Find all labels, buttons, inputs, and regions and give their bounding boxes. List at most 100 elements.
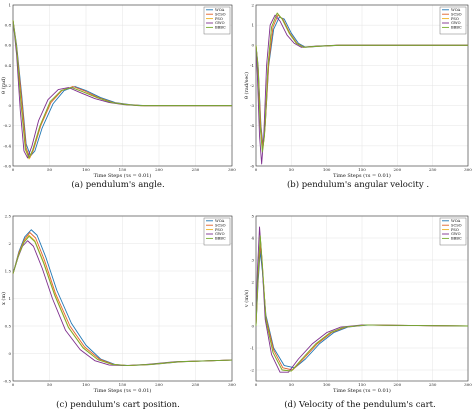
y-tick-label: 2 <box>251 2 254 7</box>
legend-label: WOA <box>451 8 461 12</box>
legend-label: PSO <box>215 228 223 232</box>
series-line-bbbc <box>255 12 468 153</box>
figure-caption: (b) pendulum's angular velocity . <box>287 179 429 190</box>
x-tick-label: 300 <box>464 382 472 387</box>
y-tick-label: -3 <box>250 103 254 108</box>
y-tick-label: 2 <box>8 241 11 246</box>
y-tick-label: -6 <box>250 163 254 168</box>
y-tick-label: -0.5 <box>3 378 11 383</box>
legend-label: BBBC <box>451 237 462 241</box>
y-tick-label: -5 <box>250 143 254 148</box>
legend-box <box>439 6 467 35</box>
y-tick-label: -2 <box>250 367 254 372</box>
legend-label: PSO <box>451 228 459 232</box>
legend-box <box>203 6 231 35</box>
y-tick-label: -0.4 <box>3 143 11 148</box>
legend-box <box>203 217 231 246</box>
y-tick-label: 2.5 <box>5 213 12 218</box>
x-tick-label: 150 <box>119 167 127 172</box>
chart-panel-4: 0 50 100 150 200 250 300 -2 -1 0 1 2 3 4 5 Time Steps (… <box>243 213 472 410</box>
x-tick-label: 100 <box>82 167 90 172</box>
x-axis-label: Time Steps (τs = 0.01) <box>333 387 391 394</box>
legend-label: WOA <box>215 8 225 12</box>
x-tick-label: 50 <box>47 167 53 172</box>
x-tick-label: 150 <box>358 167 366 172</box>
legend-label: GWO <box>451 232 461 236</box>
legend-label: GWO <box>215 21 225 25</box>
y-axis-label: θ (rad) <box>0 77 7 94</box>
axes-frame <box>12 4 233 167</box>
legend-label: SCSO <box>215 223 226 227</box>
x-tick-label: 100 <box>323 382 331 387</box>
y-tick-label: 5 <box>251 213 254 218</box>
legend-label: PSO <box>451 17 459 21</box>
x-axis-label: Time Steps (τs = 0.01) <box>94 387 152 394</box>
legend-label: WOA <box>451 219 461 223</box>
chart-panel-2: 0 50 100 150 200 250 300 -6 -5 -4 -3 -2 -1 0 1 2 Time St… <box>243 2 472 190</box>
legend-label: BBBC <box>215 237 226 241</box>
legend-label: BBBC <box>215 26 226 30</box>
x-tick-label: 250 <box>429 382 437 387</box>
x-axis-label: Time Steps (τs = 0.01) <box>94 172 152 179</box>
legend-label: BBBC <box>451 26 462 30</box>
x-tick-label: 250 <box>192 382 200 387</box>
x-tick-label: 200 <box>394 382 402 387</box>
x-tick-label: 100 <box>323 167 331 172</box>
x-tick-label: 300 <box>228 382 236 387</box>
figure-caption: (d) Velocity of the pendulum's cart. <box>284 399 436 410</box>
x-tick-label: 250 <box>192 167 200 172</box>
legend-label: SCSO <box>451 223 462 227</box>
x-tick-label: 150 <box>358 382 366 387</box>
legend-label: GWO <box>215 232 225 236</box>
y-tick-label: 0.8 <box>5 23 12 28</box>
y-tick-label: 0.4 <box>5 63 12 68</box>
x-tick-label: 50 <box>289 382 295 387</box>
y-tick-label: 2 <box>251 279 254 284</box>
figure-caption: (c) pendulum's cart position. <box>56 399 180 410</box>
x-tick-label: 300 <box>464 167 472 172</box>
x-tick-label: 50 <box>289 167 295 172</box>
x-tick-label: 300 <box>228 167 236 172</box>
x-tick-label: 200 <box>155 167 163 172</box>
legend-label: WOA <box>215 219 225 223</box>
figure-caption: (a) pendulum's angle. <box>71 179 164 190</box>
y-tick-label: 4 <box>251 235 254 240</box>
y-axis-label: θ̇ (rad/sec) <box>243 72 250 99</box>
y-tick-label: 0.6 <box>5 43 12 48</box>
legend-label: SCSO <box>215 12 226 16</box>
legend-label: SCSO <box>451 12 462 16</box>
legend-label: PSO <box>215 17 223 21</box>
x-tick-label: 150 <box>119 382 127 387</box>
y-tick-label: 1 <box>8 2 11 7</box>
y-tick-label: -4 <box>250 123 254 128</box>
x-tick-label: 0 <box>255 382 258 387</box>
series-line-bbbc <box>255 235 469 372</box>
axes-frame <box>255 4 469 167</box>
x-tick-label: 0 <box>12 382 15 387</box>
x-tick-label: 250 <box>429 167 437 172</box>
y-tick-label: 0.2 <box>5 83 12 88</box>
axes-frame <box>255 215 469 382</box>
y-tick-label: 0 <box>8 351 11 356</box>
x-tick-label: 100 <box>82 382 90 387</box>
y-axis-label: v (m/s) <box>243 290 250 308</box>
chart-panel-1: 0 50 100 150 200 250 300 -0.6 -0.4 -0.2 0 0.2 0.4 0.6… <box>0 2 236 190</box>
y-tick-label: -0.2 <box>3 123 11 128</box>
y-axis-label: x (m) <box>0 292 7 305</box>
legend-box <box>439 217 467 246</box>
y-tick-label: -0.6 <box>3 163 11 168</box>
y-tick-label: 0 <box>8 103 11 108</box>
y-tick-label: 1 <box>8 296 11 301</box>
y-tick-label: 1.5 <box>5 268 12 273</box>
y-tick-label: -1 <box>250 63 254 68</box>
x-tick-label: 200 <box>394 167 402 172</box>
y-tick-label: 1 <box>251 301 254 306</box>
y-tick-label: 1 <box>251 23 254 28</box>
series-line-bbbc <box>12 20 232 159</box>
x-tick-label: 200 <box>155 382 163 387</box>
legend-label: GWO <box>451 21 461 25</box>
y-tick-label: -2 <box>250 83 254 88</box>
x-tick-label: 50 <box>47 382 53 387</box>
